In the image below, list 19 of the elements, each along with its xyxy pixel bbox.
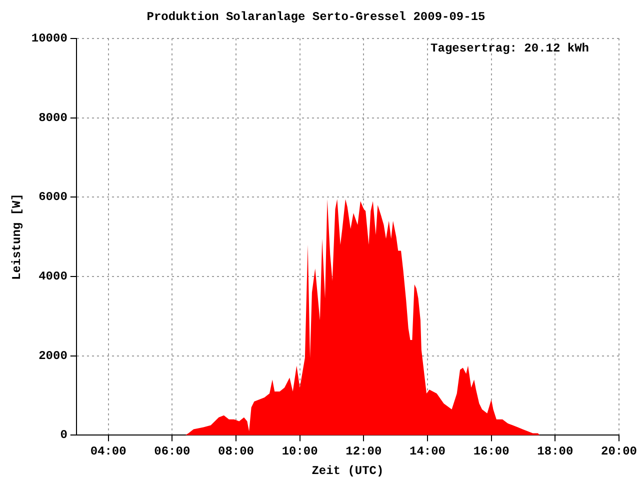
x-tick-label: 16:00: [473, 444, 510, 458]
x-tick-label: 04:00: [90, 444, 126, 458]
x-axis-title: Zeit (UTC): [312, 464, 384, 478]
y-tick-label: 10000: [31, 31, 68, 46]
y-tick-label: 4000: [38, 269, 68, 284]
y-tick-label: 6000: [38, 190, 68, 204]
y-tick-label: 8000: [38, 110, 68, 125]
x-tick-label: 10:00: [282, 444, 318, 458]
x-tick-label: 12:00: [346, 444, 382, 458]
y-axis-title: Leistung [W]: [10, 194, 24, 280]
y-tick-label: 2000: [38, 348, 68, 363]
chart-title: Produktion Solaranlage Serto-Gressel 2009-09-15: [146, 10, 486, 24]
x-tick-label: 18:00: [537, 444, 574, 458]
x-tick-label: 08:00: [218, 444, 254, 458]
x-tick-label: 06:00: [154, 444, 190, 458]
annotation: Tagesertrag: 20.12 kWh: [430, 41, 589, 56]
x-tick-label: 14:00: [409, 444, 446, 458]
x-tick-label: 20:00: [600, 444, 638, 458]
y-tick-label: 0: [60, 428, 68, 442]
